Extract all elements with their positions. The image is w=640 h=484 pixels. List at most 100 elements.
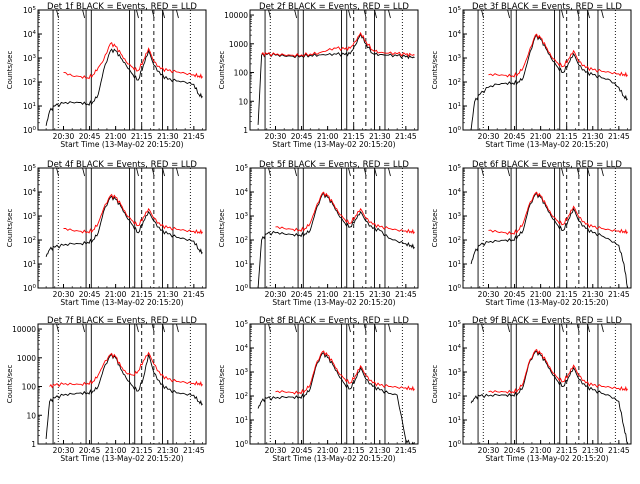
x-tick-label: 21:15	[343, 132, 365, 141]
y-tick-label: 103	[23, 212, 37, 221]
series-lld-line	[488, 348, 628, 394]
marker-flag	[56, 9, 59, 19]
marker-flag	[176, 323, 179, 333]
y-tick-label: 105	[448, 164, 462, 173]
x-tick-label: 21:15	[556, 446, 578, 455]
marker-flag	[268, 9, 271, 19]
marker-flag	[162, 167, 165, 177]
x-tick-label: 21:15	[343, 446, 365, 455]
y-axis-label: Counts/sec	[218, 209, 226, 248]
x-axis-label: Start Time (13-May-02 20:15:20)	[272, 298, 395, 307]
y-tick-label: 100	[235, 284, 249, 293]
y-axis-label: Counts/sec	[431, 51, 439, 90]
y-tick-label: 103	[448, 368, 462, 377]
y-tick-label: 102	[448, 236, 461, 245]
series-lld-line	[261, 31, 415, 58]
plot-frame	[249, 323, 419, 445]
marker-flag	[151, 167, 155, 177]
panel-det-2: Det 2f BLACK = Events, RED = LLD 1 10 100 10…	[218, 2, 419, 149]
series-lld-line	[488, 191, 628, 235]
y-tick-label: 10	[238, 97, 248, 106]
x-tick-label: 20:30	[478, 132, 500, 141]
marker-flag	[268, 323, 271, 333]
x-tick-label: 21:30	[369, 132, 391, 141]
y-tick-label: 105	[23, 6, 37, 15]
x-tick-label: 21:00	[105, 132, 127, 141]
panel-det-1: Det 1f BLACK = Events, RED = LLD 100 101 10…	[6, 2, 207, 149]
marker-flag	[363, 9, 367, 19]
series-events-line	[257, 192, 415, 289]
y-tick-label: 103	[23, 54, 37, 63]
x-tick-label: 21:15	[131, 290, 153, 299]
marker-flag	[601, 9, 604, 19]
x-tick-label: 21:30	[369, 290, 391, 299]
y-axis-label: Counts/sec	[218, 51, 226, 90]
marker-flag	[176, 167, 179, 177]
y-tick-label: 102	[448, 78, 461, 87]
x-tick-label: 21:45	[608, 290, 630, 299]
y-tick-label: 102	[235, 236, 248, 245]
panel-det-5: Det 5f BLACK = Events, RED = LLD 100 101 10…	[218, 160, 419, 307]
y-tick-label: 101	[235, 260, 248, 269]
y-tick-label: 100	[235, 440, 249, 449]
series-lld-line	[488, 33, 628, 78]
x-axis-label: Start Time (13-May-02 20:15:20)	[60, 140, 183, 149]
x-tick-label: 21:45	[395, 446, 417, 455]
marker-flag	[388, 9, 391, 19]
marker-flag	[56, 323, 59, 333]
marker-flag	[561, 323, 564, 333]
plot-frame	[462, 323, 632, 445]
marker-flag	[481, 9, 484, 19]
y-tick-label: 1000	[17, 354, 36, 363]
marker-flag	[348, 9, 351, 19]
marker-flag	[294, 9, 297, 19]
marker-flag	[268, 167, 271, 177]
marker-flag	[576, 9, 580, 19]
x-tick-label: 21:00	[105, 290, 127, 299]
x-tick-label: 21:30	[157, 290, 179, 299]
y-tick-label: 100	[448, 126, 462, 135]
y-tick-label: 1000	[229, 40, 248, 49]
series-lld-line	[63, 193, 203, 235]
x-axis-label: Start Time (13-May-02 20:15:20)	[485, 298, 608, 307]
marker-flag	[374, 9, 377, 19]
x-tick-label: 21:45	[183, 132, 205, 141]
panel-det-3: Det 3f BLACK = Events, RED = LLD 100 101 10…	[431, 2, 632, 149]
marker-flag	[151, 323, 155, 333]
marker-flag	[561, 167, 564, 177]
series-events-line	[45, 48, 203, 126]
x-tick-label: 20:45	[504, 290, 526, 299]
marker-flag	[348, 323, 351, 333]
x-tick-label: 20:45	[291, 446, 313, 455]
x-tick-label: 21:45	[395, 290, 417, 299]
marker-flag	[294, 323, 297, 333]
marker-flag	[388, 167, 391, 177]
panel-title: Det 9f BLACK = Events, RED = LLD	[472, 316, 622, 326]
x-tick-label: 20:30	[53, 446, 75, 455]
y-tick-label: 102	[23, 78, 36, 87]
x-tick-label: 20:30	[478, 446, 500, 455]
series-events-line	[45, 353, 203, 439]
marker-flag	[162, 323, 165, 333]
panel-det-6: Det 6f BLACK = Events, RED = LLD 100 101 10…	[431, 160, 632, 307]
x-tick-label: 21:00	[530, 132, 552, 141]
x-axis-label: Start Time (13-May-02 20:15:20)	[60, 298, 183, 307]
y-tick-label: 101	[448, 260, 461, 269]
y-tick-label: 100	[23, 126, 37, 135]
y-tick-label: 100	[23, 284, 37, 293]
y-tick-label: 101	[235, 416, 248, 425]
x-tick-label: 20:45	[504, 446, 526, 455]
y-tick-label: 104	[23, 188, 37, 197]
panel-title: Det 5f BLACK = Events, RED = LLD	[259, 160, 409, 170]
x-tick-label: 21:00	[317, 290, 339, 299]
x-tick-label: 21:45	[608, 132, 630, 141]
marker-flag	[294, 167, 297, 177]
panel-title: Det 4f BLACK = Events, RED = LLD	[47, 160, 197, 170]
series-events-line	[470, 192, 628, 289]
marker-flag	[576, 323, 580, 333]
x-tick-label: 21:00	[317, 446, 339, 455]
series-events-line	[257, 352, 415, 445]
series-events-line	[470, 350, 628, 445]
marker-flag	[363, 323, 367, 333]
